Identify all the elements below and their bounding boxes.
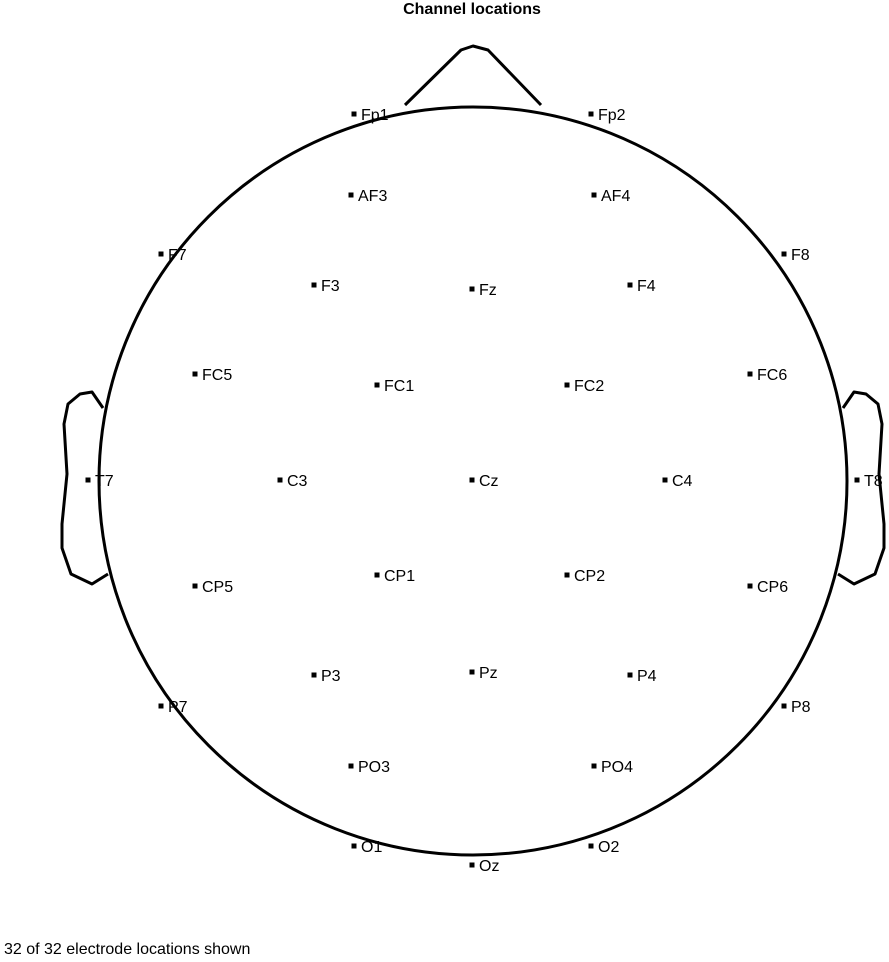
electrode-marker-cp6 xyxy=(747,583,753,589)
electrode-marker-p4 xyxy=(627,672,633,678)
electrode-label-fc2: FC2 xyxy=(574,378,604,395)
electrode-label-fc1: FC1 xyxy=(384,378,414,395)
electrode-marker-cz xyxy=(469,477,475,483)
electrode-label-cp5: CP5 xyxy=(202,579,233,596)
electrode-label-t8: T8 xyxy=(864,473,883,490)
electrode-marker-fp2 xyxy=(588,111,594,117)
electrode-marker-po3 xyxy=(348,763,354,769)
electrode-marker-cp1 xyxy=(374,572,380,578)
electrode-marker-cp5 xyxy=(192,583,198,589)
electrode-label-o1: O1 xyxy=(361,839,382,856)
electrode-label-po3: PO3 xyxy=(358,759,390,776)
electrode-marker-fc2 xyxy=(564,382,570,388)
electrode-label-fz: Fz xyxy=(479,282,497,299)
electrode-label-f4: F4 xyxy=(637,278,656,295)
electrode-marker-f7 xyxy=(158,251,164,257)
electrode-label-f8: F8 xyxy=(791,247,810,264)
electrode-marker-po4 xyxy=(591,763,597,769)
electrode-marker-af3 xyxy=(348,192,354,198)
electrode-marker-t8 xyxy=(854,477,860,483)
head-outline xyxy=(97,105,849,857)
electrode-marker-cp2 xyxy=(564,572,570,578)
chart-title: Channel locations xyxy=(403,1,541,18)
electrode-label-o2: O2 xyxy=(598,839,619,856)
electrode-marker-p3 xyxy=(311,672,317,678)
electrode-marker-t7 xyxy=(85,477,91,483)
nose-outline xyxy=(403,44,543,107)
electrode-marker-c4 xyxy=(662,477,668,483)
electrode-label-c3: C3 xyxy=(287,473,308,490)
electrode-label-p8: P8 xyxy=(791,699,811,716)
electrode-marker-f8 xyxy=(781,251,787,257)
electrode-marker-c3 xyxy=(277,477,283,483)
electrode-marker-p7 xyxy=(158,703,164,709)
electrode-label-t7: T7 xyxy=(95,473,114,490)
electrode-label-cp1: CP1 xyxy=(384,568,415,585)
electrode-label-cz: Cz xyxy=(479,473,499,490)
electrode-marker-o1 xyxy=(351,843,357,849)
electrode-marker-pz xyxy=(469,669,475,675)
electrode-label-f7: F7 xyxy=(168,247,187,264)
electrode-label-p3: P3 xyxy=(321,668,341,685)
electrode-label-oz: Oz xyxy=(479,858,499,875)
status-text: 32 of 32 electrode locations shown xyxy=(4,941,251,958)
electrode-label-f3: F3 xyxy=(321,278,340,295)
electrode-marker-af4 xyxy=(591,192,597,198)
electrode-label-fp2: Fp2 xyxy=(598,107,626,124)
electrode-label-fc5: FC5 xyxy=(202,367,232,384)
electrode-label-fc6: FC6 xyxy=(757,367,787,384)
electrode-label-cp2: CP2 xyxy=(574,568,605,585)
electrode-marker-f4 xyxy=(627,282,633,288)
electrode-marker-fc6 xyxy=(747,371,753,377)
left-ear-outline xyxy=(60,390,109,586)
electrode-label-fp1: Fp1 xyxy=(361,107,389,124)
electrode-label-po4: PO4 xyxy=(601,759,633,776)
electrode-marker-fc1 xyxy=(374,382,380,388)
electrode-label-af4: AF4 xyxy=(601,188,630,205)
electrode-label-p4: P4 xyxy=(637,668,657,685)
electrode-label-p7: P7 xyxy=(168,699,188,716)
electrode-marker-fp1 xyxy=(351,111,357,117)
electrode-group: Fp1 Fp2 AF3 AF4 F7 F3 Fz F4 F8 FC5 FC1 FC2 FC6 T7 C3 Cz… xyxy=(85,107,883,875)
electrode-marker-p8 xyxy=(781,703,787,709)
electrode-marker-fc5 xyxy=(192,371,198,377)
electrode-label-pz: Pz xyxy=(479,665,498,682)
electrode-label-cp6: CP6 xyxy=(757,579,788,596)
electrode-marker-o2 xyxy=(588,843,594,849)
electrode-marker-f3 xyxy=(311,282,317,288)
electrode-marker-oz xyxy=(469,862,475,868)
electrode-marker-fz xyxy=(469,286,475,292)
electrode-label-c4: C4 xyxy=(672,473,693,490)
right-ear-outline xyxy=(837,390,886,586)
electrode-label-af3: AF3 xyxy=(358,188,387,205)
